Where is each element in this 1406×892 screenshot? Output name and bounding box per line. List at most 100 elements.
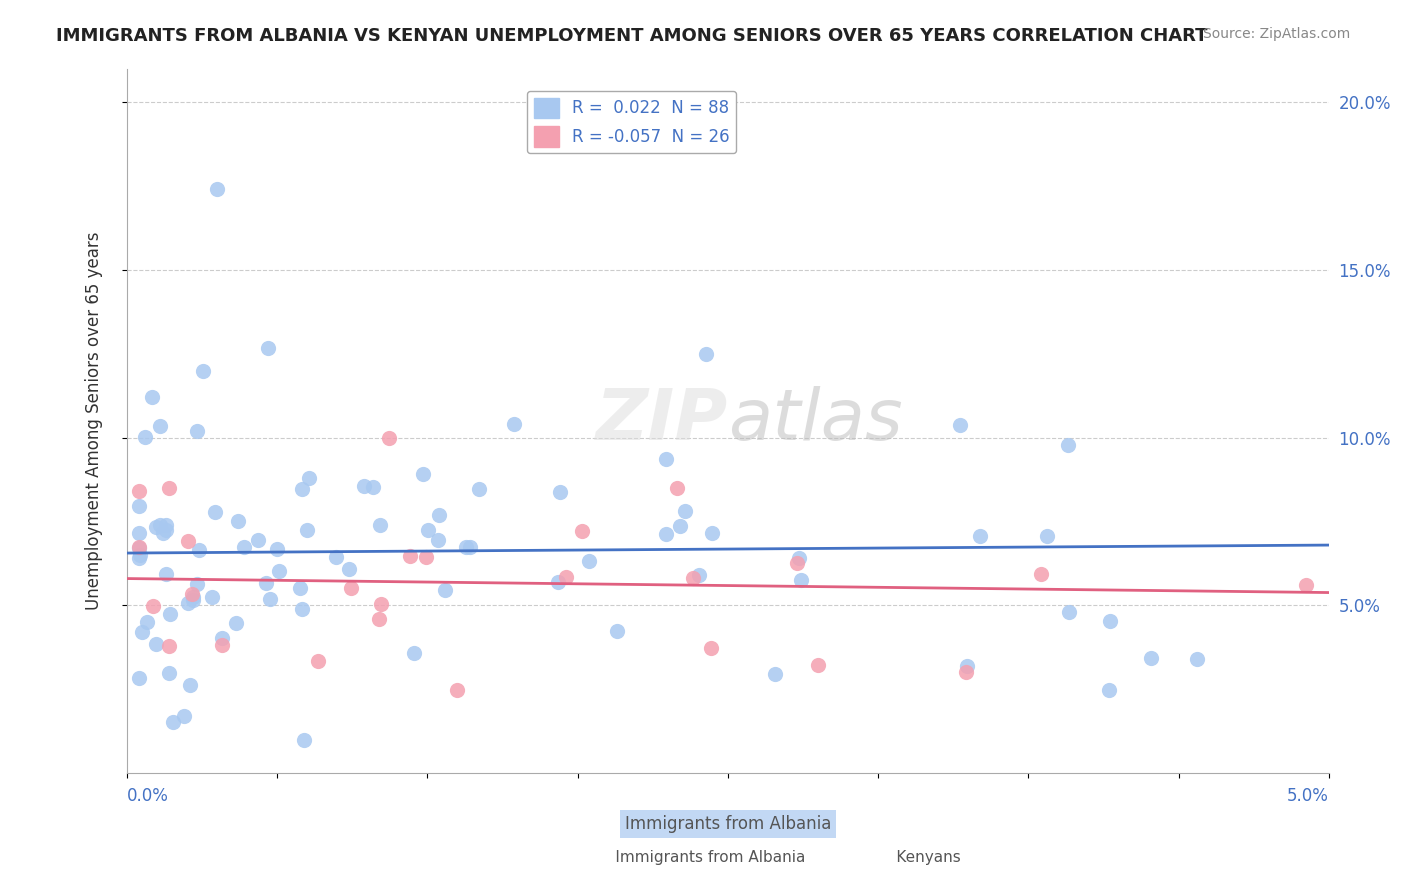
Point xyxy=(148,517,170,532)
Point xyxy=(142,599,165,614)
Text: IMMIGRANTS FROM ALBANIA VS KENYAN UNEMPLOYMENT AMONG SENIORS OVER 65 YEARS CORRE: IMMIGRANTS FROM ALBANIA VS KENYAN UNEMPL… xyxy=(56,27,1208,45)
Point xyxy=(415,549,437,564)
Y-axis label: Unemployment Among Seniors over 65 years: Unemployment Among Seniors over 65 years xyxy=(86,232,103,610)
Point xyxy=(456,540,478,554)
Point xyxy=(307,653,329,667)
Point xyxy=(399,549,422,564)
Text: Source: ZipAtlas.com: Source: ZipAtlas.com xyxy=(1202,27,1350,41)
Point xyxy=(548,485,571,500)
Point xyxy=(1057,438,1080,452)
Point xyxy=(547,575,569,590)
Point xyxy=(402,646,425,660)
Point xyxy=(1140,651,1163,665)
Point xyxy=(159,607,181,621)
Point xyxy=(571,524,593,538)
Point xyxy=(257,342,280,356)
Point xyxy=(233,540,256,554)
Point xyxy=(186,424,208,438)
Point xyxy=(655,527,678,541)
Point xyxy=(201,591,224,605)
Point xyxy=(789,573,811,587)
Point xyxy=(162,714,184,729)
Point xyxy=(291,602,314,616)
Point xyxy=(467,483,489,497)
Point xyxy=(148,419,170,434)
Point xyxy=(173,709,195,723)
Point xyxy=(688,567,710,582)
Point xyxy=(361,480,384,494)
Point xyxy=(128,499,150,513)
Point xyxy=(340,581,363,595)
Point xyxy=(145,637,167,651)
Point xyxy=(141,390,163,404)
Point xyxy=(555,570,578,584)
Point xyxy=(205,182,228,196)
Point xyxy=(606,624,628,639)
Point xyxy=(183,592,205,607)
Point xyxy=(181,586,204,600)
Point xyxy=(155,518,177,533)
Point xyxy=(157,481,180,495)
Point xyxy=(135,615,157,630)
Point xyxy=(155,566,177,581)
Point xyxy=(266,542,288,557)
Point xyxy=(288,581,311,595)
Point xyxy=(187,543,209,558)
Point xyxy=(1295,578,1317,592)
Point xyxy=(295,523,318,537)
Point xyxy=(460,541,482,555)
Point xyxy=(177,596,200,610)
Point xyxy=(370,597,392,611)
Point xyxy=(353,479,375,493)
Point xyxy=(128,540,150,554)
Point xyxy=(1185,652,1208,666)
Point xyxy=(433,583,456,598)
Point xyxy=(267,564,290,578)
Point xyxy=(211,631,233,645)
Point xyxy=(763,666,786,681)
Point xyxy=(700,526,723,541)
Text: Immigrants from Albania: Immigrants from Albania xyxy=(591,850,804,865)
Text: atlas: atlas xyxy=(728,386,903,455)
Text: Kenyans: Kenyans xyxy=(872,850,960,865)
Point xyxy=(412,467,434,481)
Point xyxy=(669,519,692,533)
Point xyxy=(1057,605,1080,619)
Point xyxy=(225,615,247,630)
Point xyxy=(446,683,468,698)
Point xyxy=(578,554,600,568)
Point xyxy=(228,514,250,528)
Point xyxy=(157,639,180,653)
Point xyxy=(427,508,450,523)
Point xyxy=(1098,614,1121,628)
Point xyxy=(186,577,208,591)
Point xyxy=(969,528,991,542)
Point xyxy=(298,471,321,485)
Point xyxy=(128,551,150,566)
Point xyxy=(211,639,233,653)
Point xyxy=(128,671,150,685)
Point xyxy=(418,523,440,537)
Point xyxy=(181,590,204,604)
Point xyxy=(786,556,808,570)
Point xyxy=(247,533,270,548)
Point xyxy=(128,526,150,541)
Point xyxy=(377,431,399,445)
Text: Immigrants from Albania: Immigrants from Albania xyxy=(624,815,831,833)
Point xyxy=(134,430,156,444)
Point xyxy=(1036,529,1059,543)
Point xyxy=(955,665,977,680)
Text: 5.0%: 5.0% xyxy=(1286,788,1329,805)
Text: 0.0%: 0.0% xyxy=(127,788,169,805)
Point xyxy=(1029,567,1052,582)
Point xyxy=(152,526,174,541)
Point xyxy=(325,550,347,565)
Point xyxy=(179,678,201,692)
Point xyxy=(204,505,226,519)
Point xyxy=(155,523,177,537)
Text: ZIP: ZIP xyxy=(596,386,728,455)
Point xyxy=(955,658,977,673)
Point xyxy=(128,548,150,562)
Point xyxy=(128,541,150,555)
Point xyxy=(675,504,697,518)
